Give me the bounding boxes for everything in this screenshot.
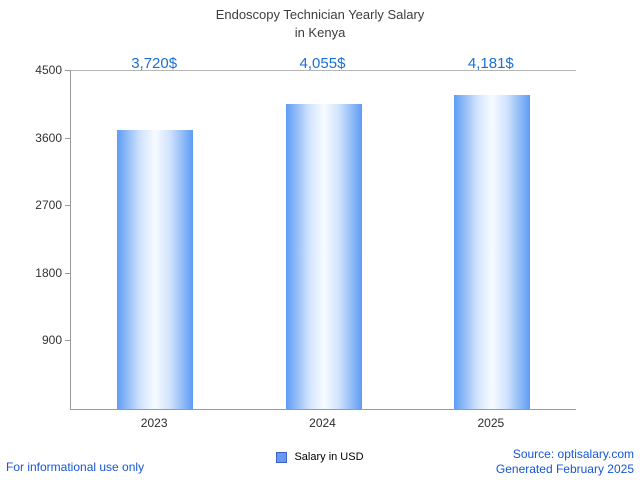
y-axis-tick-label: 2700 (35, 198, 62, 213)
x-axis-category-label: 2025 (477, 416, 505, 430)
bar-value-label: 4,181$ (467, 55, 514, 72)
legend: Salary in USD (0, 451, 640, 463)
chart-title: Endoscopy Technician Yearly Salary in Ke… (0, 6, 640, 41)
y-axis-tick-mark (65, 340, 71, 342)
bar-value-label: 3,720$ (131, 55, 178, 72)
chart-title-line1: Endoscopy Technician Yearly Salary (215, 7, 425, 22)
plot-area (70, 70, 576, 410)
legend-label: Salary in USD (294, 451, 364, 463)
y-axis-tick-label: 900 (41, 333, 62, 348)
chart-title-line2: in Kenya (294, 24, 346, 40)
x-axis-category-label: 2024 (309, 416, 336, 430)
y-axis-tick-mark (65, 70, 71, 71)
bar-value-label: 4,055$ (299, 55, 346, 72)
x-axis-category-label: 2023 (140, 416, 168, 430)
y-axis-tick-label: 4500 (35, 63, 62, 77)
source-link[interactable]: Source: optisalary.com (512, 447, 634, 461)
bar-2023 (117, 129, 194, 409)
bar-2024 (285, 104, 362, 409)
source-block: Source: optisalary.com Generated Februar… (496, 447, 634, 477)
generated-date: Generated February 2025 (495, 462, 634, 476)
y-axis-tick-label: 1800 (35, 265, 62, 280)
y-axis-tick-label: 3600 (35, 130, 62, 145)
y-axis-tick-mark (65, 272, 71, 274)
y-axis-tick-mark (65, 137, 71, 139)
bar-2025 (453, 94, 530, 409)
disclaimer-text: For informational use only (6, 460, 145, 474)
y-axis-tick-mark (65, 205, 71, 207)
legend-swatch-icon (276, 451, 288, 463)
